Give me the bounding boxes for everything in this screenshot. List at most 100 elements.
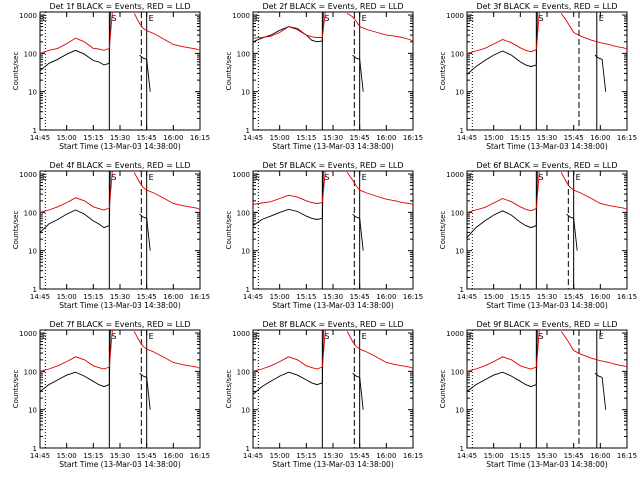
corner-mark-middle: S	[324, 332, 329, 341]
x-tick-label: 15:15	[83, 293, 103, 301]
lld-series-decay-line	[560, 331, 628, 368]
x-tick-label: 14:45	[457, 293, 477, 301]
x-axis-label: Start Time (13-Mar-03 14:38:00)	[59, 301, 181, 310]
x-tick-label: 15:45	[350, 134, 370, 142]
x-tick-label: 14:45	[30, 134, 50, 142]
events-series-line	[466, 210, 537, 238]
y-tick-label: 1000	[19, 12, 37, 20]
x-tick-label: 16:15	[617, 452, 637, 460]
corner-mark-right: E	[576, 173, 581, 182]
x-axis-label: Start Time (13-Mar-03 14:38:00)	[59, 142, 181, 151]
x-tick-label: 15:45	[137, 293, 157, 301]
plot-frame	[252, 170, 414, 290]
plot-frame	[39, 170, 201, 290]
events-series-decay-line	[139, 213, 151, 251]
x-tick-label: 15:00	[484, 293, 504, 301]
x-tick-label: 15:30	[537, 293, 557, 301]
corner-mark-right: E	[362, 173, 367, 182]
events-series-decay-line	[566, 213, 578, 251]
detector-panel-2: Det 2f BLACK = Events, RED = LLD 1 10 100 10…	[225, 2, 423, 151]
y-tick-label: 1	[33, 127, 37, 135]
y-tick-label: 10	[28, 248, 37, 256]
x-tick-label: 15:15	[510, 452, 530, 460]
x-tick-label: 14:45	[243, 134, 263, 142]
y-tick-label: 100	[24, 50, 37, 58]
events-series-decay-line	[594, 372, 607, 410]
lld-series-line	[466, 198, 537, 213]
y-tick-label: 1000	[446, 12, 464, 20]
panel-title: Det 3f BLACK = Events, RED = LLD	[476, 2, 617, 11]
events-series-line	[252, 208, 323, 226]
corner-mark-middle: S	[538, 14, 543, 23]
x-tick-label: 14:45	[457, 134, 477, 142]
lld-series-rise	[108, 329, 113, 368]
lld-series-rise	[108, 170, 113, 209]
events-series-line	[252, 371, 323, 395]
y-tick-label: 100	[451, 209, 464, 217]
y-tick-label: 10	[455, 248, 464, 256]
y-axis-label: Counts/sec	[225, 211, 233, 250]
y-tick-label: 1000	[446, 171, 464, 179]
lld-series-line	[252, 356, 323, 372]
x-tick-label: 16:15	[403, 293, 423, 301]
events-series-decay-line	[594, 54, 607, 92]
lld-series-line	[466, 356, 537, 372]
x-tick-label: 15:45	[137, 134, 157, 142]
corner-mark-middle: S	[111, 14, 116, 23]
lld-series-rise	[321, 170, 326, 203]
lld-series-decay-line	[346, 331, 414, 369]
detector-panel-9: Det 9f BLACK = Events, RED = LLD 1 10 100 10…	[439, 320, 637, 469]
x-tick-label: 15:15	[296, 134, 316, 142]
x-tick-label: 16:00	[376, 293, 396, 301]
plot-frame	[39, 11, 201, 131]
y-tick-label: 1000	[446, 330, 464, 338]
detector-panel-7: Det 7f BLACK = Events, RED = LLD 1 10 100 10…	[12, 320, 210, 469]
x-tick-label: 15:30	[323, 452, 343, 460]
events-series-decay-line	[352, 213, 364, 251]
y-tick-label: 100	[24, 209, 37, 217]
corner-mark-left: E	[255, 173, 260, 182]
y-tick-label: 1000	[232, 171, 250, 179]
lld-series-decay-line	[346, 172, 414, 205]
x-tick-label: 15:15	[296, 452, 316, 460]
corner-mark-right: E	[362, 14, 367, 23]
y-tick-label: 1	[33, 286, 37, 294]
x-tick-label: 15:45	[564, 134, 584, 142]
corner-mark-middle: S	[111, 332, 116, 341]
x-tick-label: 15:30	[110, 452, 130, 460]
y-tick-label: 1000	[232, 12, 250, 20]
x-tick-label: 16:15	[190, 134, 210, 142]
y-tick-label: 1	[246, 445, 250, 453]
lld-series-rise	[535, 170, 540, 209]
events-series-decay-line	[139, 54, 151, 92]
x-axis-label: Start Time (13-Mar-03 14:38:00)	[59, 460, 181, 469]
y-tick-label: 1	[460, 127, 464, 135]
lld-series-line	[466, 39, 537, 54]
x-tick-label: 16:15	[190, 452, 210, 460]
x-tick-label: 16:00	[376, 134, 396, 142]
y-tick-label: 100	[451, 50, 464, 58]
events-series-line	[39, 49, 110, 72]
corner-mark-left: E	[469, 173, 474, 182]
y-tick-label: 100	[237, 50, 250, 58]
lld-series-rise	[108, 11, 113, 49]
x-tick-label: 16:15	[403, 452, 423, 460]
y-axis-label: Counts/sec	[12, 211, 20, 250]
x-tick-label: 15:15	[83, 452, 103, 460]
lld-series-decay-line	[133, 331, 201, 369]
x-tick-label: 15:00	[57, 452, 77, 460]
x-tick-label: 16:15	[617, 293, 637, 301]
x-tick-label: 15:30	[537, 452, 557, 460]
x-axis-label: Start Time (13-Mar-03 14:38:00)	[486, 460, 608, 469]
y-tick-label: 100	[24, 368, 37, 376]
y-tick-label: 10	[241, 248, 250, 256]
corner-mark-right: E	[362, 332, 367, 341]
y-tick-label: 100	[237, 209, 250, 217]
lld-series-decay-line	[560, 172, 628, 210]
x-tick-label: 15:00	[57, 293, 77, 301]
x-tick-label: 16:00	[590, 293, 610, 301]
corner-mark-middle: S	[324, 14, 329, 23]
corner-mark-right: E	[149, 332, 154, 341]
y-tick-label: 10	[241, 89, 250, 97]
corner-mark-right: E	[599, 14, 604, 23]
